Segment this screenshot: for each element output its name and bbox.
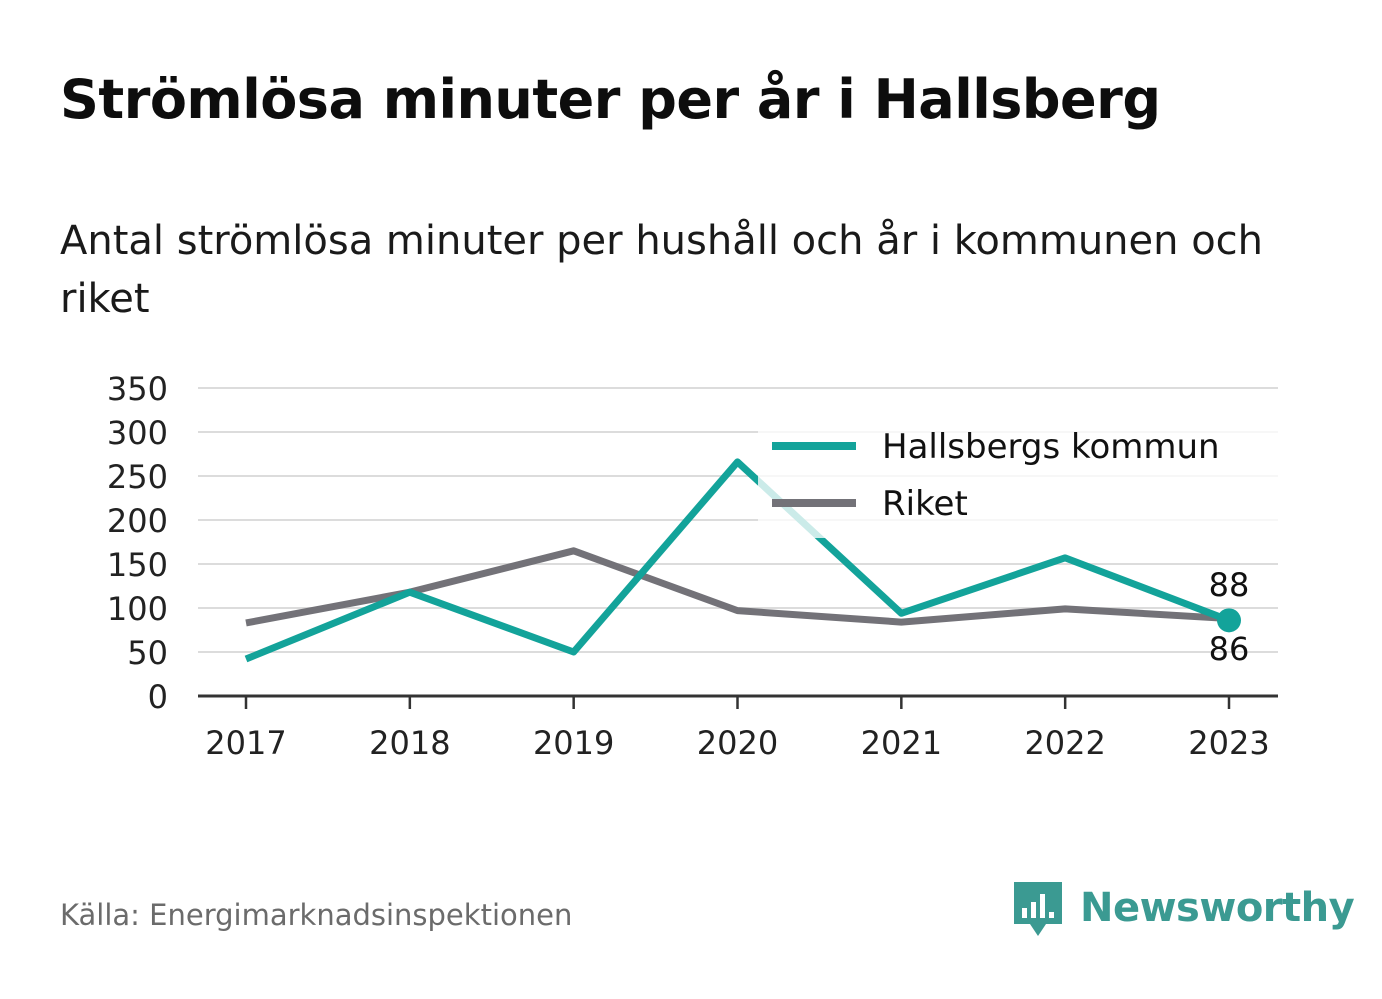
legend-background xyxy=(758,414,1278,538)
x-tick-label: 2018 xyxy=(369,724,450,762)
y-axis-ticks: 0 50 100 150 200 250 300 350 xyxy=(107,370,168,716)
x-tick-label: 2019 xyxy=(533,724,614,762)
y-tick-label: 300 xyxy=(107,414,168,452)
x-axis: 2017 2018 2019 2020 2021 2022 2023 xyxy=(198,694,1278,762)
series-line-hallsbergs-kommun xyxy=(244,458,1231,663)
brand-name: Newsworthy xyxy=(1080,885,1355,931)
chart-title: Strömlösa minuter per år i Hallsberg xyxy=(60,68,1161,131)
legend: Hallsbergs kommun Riket xyxy=(758,414,1278,538)
y-tick-label: 0 xyxy=(148,678,168,716)
newsworthy-logo-icon xyxy=(1014,882,1062,936)
data-labels: 88 86 xyxy=(1209,566,1250,668)
chart-subtitle: Antal strömlösa minuter per hushåll och … xyxy=(60,218,1264,322)
brand-logo[interactable]: Newsworthy xyxy=(1010,878,1355,938)
y-tick-label: 200 xyxy=(107,502,168,540)
source-note: Källa: Energimarknadsinspektionen xyxy=(60,898,573,932)
x-tick-label: 2021 xyxy=(861,724,942,762)
y-tick-label: 150 xyxy=(107,546,168,584)
x-tick-label: 2017 xyxy=(205,724,286,762)
legend-label: Riket xyxy=(882,484,968,524)
legend-label: Hallsbergs kommun xyxy=(882,427,1220,467)
y-tick-label: 350 xyxy=(107,370,168,408)
x-tick-label: 2023 xyxy=(1188,724,1269,762)
data-label-upper: 88 xyxy=(1209,566,1250,604)
data-label-lower: 86 xyxy=(1209,630,1250,668)
y-tick-label: 100 xyxy=(107,590,168,628)
y-tick-label: 250 xyxy=(107,458,168,496)
x-tick-label: 2020 xyxy=(697,724,778,762)
x-tick-label: 2022 xyxy=(1024,724,1105,762)
end-point-marker xyxy=(1217,608,1241,633)
series-lines xyxy=(244,458,1241,663)
y-tick-label: 50 xyxy=(127,634,168,672)
